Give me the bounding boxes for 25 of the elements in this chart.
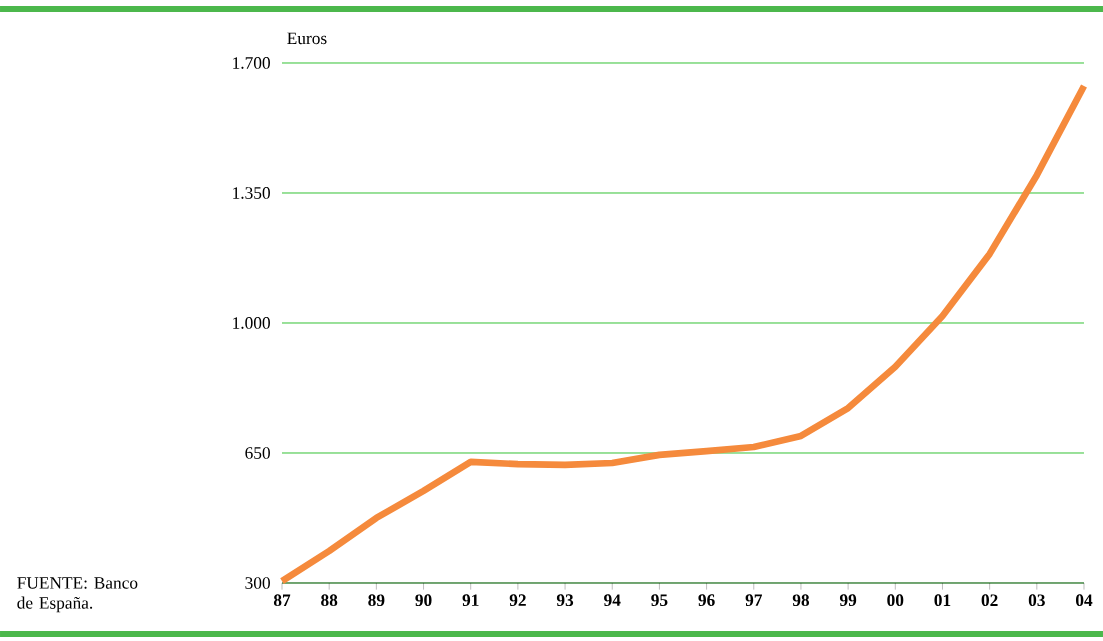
x-tick-label: 00 [887, 594, 904, 607]
x-tick-label: 98 [792, 594, 810, 607]
x-tick-label: 88 [321, 594, 338, 607]
x-tick-label: 02 [981, 594, 998, 607]
x-tick-label: 97 [745, 594, 763, 607]
x-tick-label: 03 [1028, 594, 1045, 607]
y-tick-label: 1.000 [233, 317, 270, 329]
y-tick-label: 1.350 [233, 187, 270, 199]
y-axis-title: Euros [287, 32, 327, 45]
x-tick-label: 94 [604, 594, 621, 607]
x-tick-label: 92 [509, 594, 526, 607]
source-note: FUENTE: Banco de España. [17, 577, 138, 613]
x-tick-label: 87 [273, 594, 291, 607]
x-tick-label: 91 [462, 594, 479, 607]
y-tick-label: 1.700 [233, 57, 270, 69]
y-tick-label: 300 [245, 577, 270, 589]
x-tick-label: 96 [698, 594, 715, 607]
x-tick-label: 89 [368, 594, 385, 607]
x-tick-label: 95 [651, 594, 668, 607]
x-tick-label: 01 [934, 594, 951, 607]
x-tick-label: 90 [415, 594, 432, 607]
x-tick-label: 99 [839, 594, 857, 607]
x-tick-label: 93 [556, 594, 574, 607]
x-tick-label: 04 [1076, 594, 1093, 607]
y-tick-label: 650 [245, 447, 270, 459]
